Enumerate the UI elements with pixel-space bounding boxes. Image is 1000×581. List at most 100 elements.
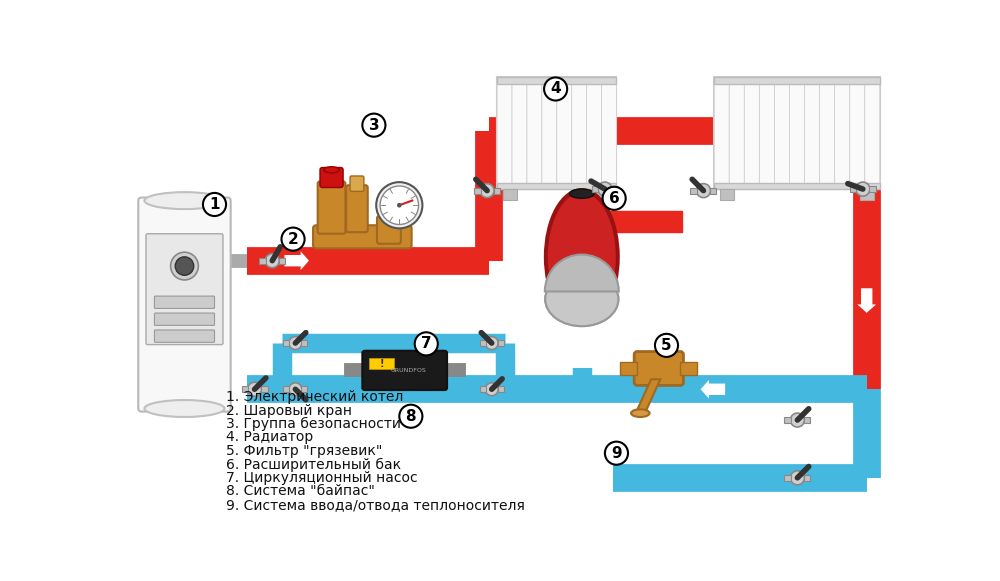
Circle shape [856, 182, 870, 196]
FancyBboxPatch shape [850, 81, 865, 186]
FancyBboxPatch shape [820, 81, 835, 186]
FancyBboxPatch shape [138, 198, 231, 411]
Polygon shape [636, 379, 660, 413]
Ellipse shape [144, 400, 225, 417]
FancyBboxPatch shape [587, 81, 602, 186]
Bar [690, 188, 697, 193]
Text: 2: 2 [288, 232, 298, 246]
Bar [596, 189, 610, 200]
Bar [611, 186, 618, 192]
FancyBboxPatch shape [313, 225, 412, 248]
Bar [714, 183, 880, 189]
Bar [242, 386, 248, 392]
Bar [498, 386, 504, 392]
FancyBboxPatch shape [346, 185, 368, 232]
Bar [860, 189, 874, 200]
Bar [480, 386, 486, 392]
Wedge shape [545, 254, 619, 292]
FancyBboxPatch shape [362, 351, 447, 390]
Bar [850, 186, 856, 192]
Ellipse shape [545, 189, 618, 324]
Circle shape [790, 413, 804, 427]
FancyBboxPatch shape [542, 81, 557, 186]
FancyBboxPatch shape [572, 81, 587, 186]
FancyBboxPatch shape [805, 81, 820, 186]
Bar [498, 340, 504, 346]
Text: 4. Радиатор: 4. Радиатор [226, 431, 313, 444]
FancyBboxPatch shape [835, 81, 850, 186]
Text: 2. Шаровый кран: 2. Шаровый кран [226, 404, 352, 418]
Circle shape [397, 203, 402, 207]
FancyBboxPatch shape [714, 81, 729, 186]
Ellipse shape [144, 192, 225, 209]
Bar [497, 183, 616, 189]
Polygon shape [699, 377, 726, 401]
FancyBboxPatch shape [527, 81, 542, 186]
FancyBboxPatch shape [146, 234, 223, 345]
Circle shape [544, 77, 567, 101]
Ellipse shape [324, 167, 339, 173]
Text: 1. Электрический котёл: 1. Электрический котёл [226, 390, 403, 404]
Bar [261, 386, 268, 392]
FancyBboxPatch shape [590, 211, 682, 232]
FancyBboxPatch shape [154, 313, 215, 325]
Text: 5: 5 [661, 338, 672, 353]
Bar [503, 189, 517, 200]
FancyBboxPatch shape [320, 167, 343, 188]
Text: GRUNDFOS: GRUNDFOS [391, 368, 426, 372]
Bar [494, 188, 500, 193]
Circle shape [289, 336, 302, 350]
FancyBboxPatch shape [369, 358, 394, 370]
Bar [259, 258, 266, 264]
FancyBboxPatch shape [789, 81, 805, 186]
Circle shape [605, 442, 628, 465]
Text: 9: 9 [611, 446, 622, 461]
FancyBboxPatch shape [497, 77, 616, 189]
Circle shape [480, 184, 494, 198]
Circle shape [415, 332, 438, 356]
Polygon shape [855, 287, 879, 314]
Text: 3: 3 [369, 118, 379, 132]
Circle shape [790, 471, 804, 485]
Circle shape [485, 383, 498, 396]
Circle shape [289, 383, 302, 396]
Bar [784, 417, 791, 423]
Text: 1: 1 [209, 197, 220, 212]
Circle shape [485, 336, 498, 350]
FancyBboxPatch shape [744, 81, 759, 186]
Circle shape [598, 182, 612, 196]
Bar [710, 188, 716, 193]
Circle shape [265, 254, 279, 268]
Circle shape [282, 228, 305, 250]
Bar [301, 340, 307, 346]
FancyBboxPatch shape [714, 77, 880, 189]
Circle shape [376, 182, 422, 228]
Bar [784, 475, 791, 481]
Ellipse shape [545, 272, 618, 326]
FancyBboxPatch shape [602, 81, 616, 186]
Bar [283, 386, 289, 392]
Ellipse shape [569, 189, 594, 198]
Text: 3. Группа безопасности: 3. Группа безопасности [226, 417, 401, 431]
Circle shape [655, 334, 678, 357]
Circle shape [380, 186, 419, 224]
FancyBboxPatch shape [512, 81, 527, 186]
FancyBboxPatch shape [350, 176, 364, 191]
Ellipse shape [631, 409, 650, 417]
Bar [869, 186, 876, 192]
Bar [474, 188, 481, 193]
FancyBboxPatch shape [865, 81, 880, 186]
Text: 6. Расширительный бак: 6. Расширительный бак [226, 457, 401, 472]
Ellipse shape [546, 191, 617, 322]
Circle shape [362, 114, 385, 137]
FancyBboxPatch shape [557, 81, 572, 186]
Circle shape [171, 252, 198, 280]
Text: 9. Система ввода/отвода теплоносителя: 9. Система ввода/отвода теплоносителя [226, 498, 525, 512]
Text: 6: 6 [609, 191, 620, 206]
FancyBboxPatch shape [729, 81, 744, 186]
Circle shape [175, 257, 194, 275]
FancyBboxPatch shape [377, 216, 401, 244]
Circle shape [603, 187, 626, 210]
Bar [497, 77, 616, 84]
Text: 8. Система "байпас": 8. Система "байпас" [226, 485, 375, 498]
